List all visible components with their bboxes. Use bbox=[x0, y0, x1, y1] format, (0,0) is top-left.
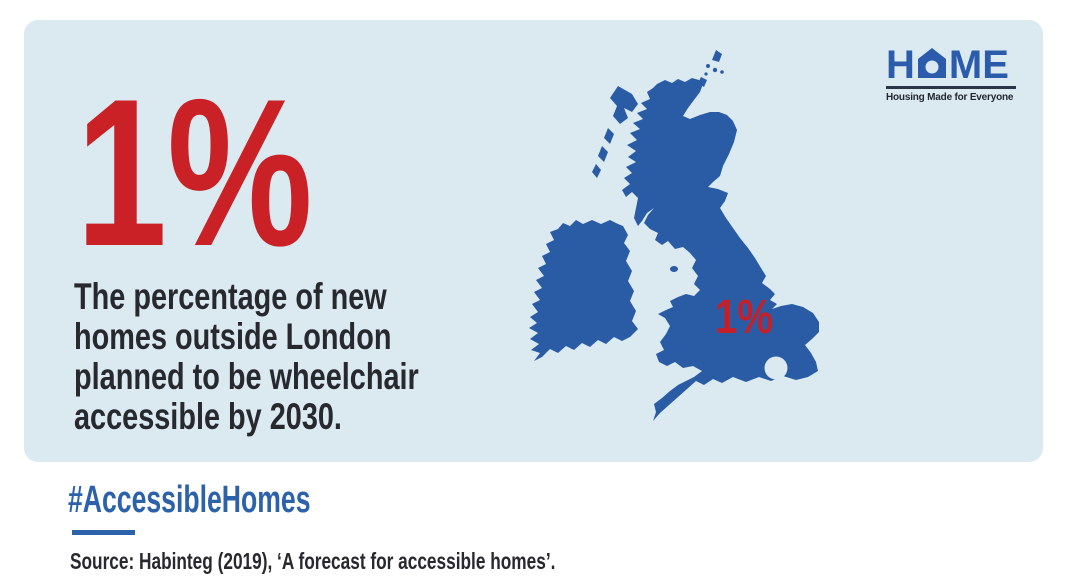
hashtag-underline bbox=[72, 530, 135, 535]
logo-letters-me: ME bbox=[948, 43, 1009, 87]
logo-letter-h: H bbox=[886, 43, 915, 87]
home-logo: H ME Housing Made for Everyone bbox=[886, 43, 1016, 103]
logo-tagline: Housing Made for Everyone bbox=[886, 92, 1014, 103]
infographic-card bbox=[24, 20, 1043, 462]
ireland-shape bbox=[529, 220, 638, 361]
map-stat-label: 1% bbox=[715, 291, 773, 344]
stat-percentage: 1% bbox=[76, 55, 313, 290]
hashtag-link[interactable]: #AccessibleHomes bbox=[68, 479, 311, 521]
uk-ireland-map: 1% bbox=[529, 50, 819, 421]
logo-word: H ME bbox=[886, 43, 1016, 87]
london-marker-dot bbox=[764, 356, 788, 380]
house-icon bbox=[917, 48, 946, 78]
shetland-orkney-islands bbox=[698, 50, 724, 87]
isle-of-man bbox=[670, 266, 678, 272]
hebrides-islands bbox=[592, 86, 638, 178]
stat-description: The percentage of new homes outside Lond… bbox=[74, 276, 419, 437]
great-britain-shape bbox=[622, 78, 819, 421]
logo-divider bbox=[886, 86, 1016, 89]
source-attribution: Source: Habinteg (2019), ‘A forecast for… bbox=[70, 548, 556, 574]
